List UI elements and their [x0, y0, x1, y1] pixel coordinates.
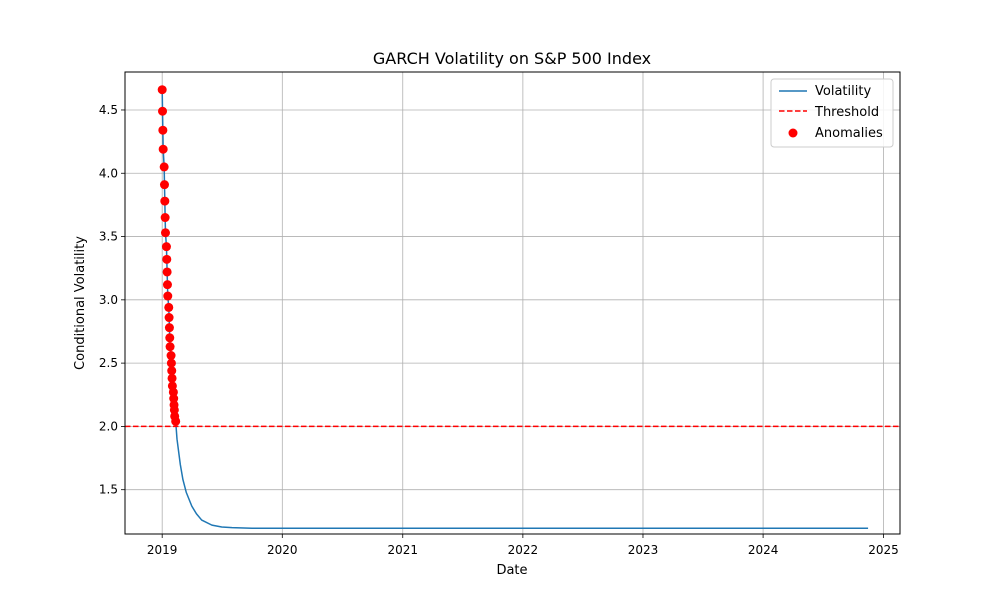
anomaly-point — [164, 302, 174, 312]
y-axis-label: Conditional Volatility — [73, 236, 88, 370]
y-tick-label: 4.5 — [99, 103, 118, 117]
legend-box — [770, 78, 894, 148]
y-tick-label: 1.5 — [99, 483, 118, 497]
anomaly-point — [157, 85, 167, 95]
anomaly-point — [166, 351, 176, 361]
anomaly-point — [168, 387, 178, 397]
legend-anomalies-swatch — [788, 128, 798, 138]
x-tick-label: 2022 — [508, 543, 539, 557]
anomaly-point — [162, 280, 172, 290]
y-tick-label: 4.0 — [99, 166, 118, 180]
x-tick-label: 2020 — [267, 543, 298, 557]
anomaly-point — [158, 106, 168, 116]
anomaly-point — [164, 313, 174, 323]
anomaly-point — [160, 228, 170, 238]
anomaly-point — [167, 373, 177, 383]
anomaly-point — [171, 416, 181, 426]
legend: Volatility Threshold Anomalies — [770, 78, 894, 148]
y-tick-label: 3.0 — [99, 293, 118, 307]
anomaly-point — [159, 162, 169, 172]
x-axis-label: Date — [496, 563, 527, 578]
anomaly-point — [167, 366, 177, 376]
x-tick-label: 2025 — [868, 543, 899, 557]
anomaly-point — [161, 242, 171, 252]
y-axis-ticks: 1.5 2.0 2.5 3.0 3.5 4.0 4.5 — [99, 103, 125, 497]
anomaly-point — [165, 333, 175, 343]
anomaly-point — [169, 405, 179, 415]
x-tick-label: 2019 — [147, 543, 178, 557]
anomaly-point — [158, 144, 168, 154]
anomaly-point — [164, 323, 174, 333]
anomaly-point — [165, 342, 175, 352]
legend-volatility-label: Volatility — [815, 84, 871, 99]
anomaly-point — [169, 394, 179, 404]
anomaly-point — [158, 125, 168, 135]
x-tick-label: 2023 — [628, 543, 659, 557]
anomaly-point — [166, 358, 176, 368]
x-axis-ticks: 2019 2020 2021 2022 2023 2024 2025 — [147, 534, 899, 557]
legend-anomalies-label: Anomalies — [815, 126, 883, 141]
x-tick-label: 2021 — [387, 543, 418, 557]
plot-area — [125, 85, 900, 530]
anomaly-point — [160, 196, 170, 206]
anomaly-point — [160, 213, 170, 223]
axes-frame — [124, 71, 901, 535]
y-tick-label: 3.5 — [99, 230, 118, 244]
y-tick-label: 2.0 — [99, 419, 118, 433]
y-tick-label: 2.5 — [99, 356, 118, 370]
chart-title: GARCH Volatility on S&P 500 Index — [373, 49, 651, 68]
legend-threshold-label: Threshold — [814, 105, 879, 120]
anomaly-point — [159, 180, 169, 190]
anomaly-point — [162, 254, 172, 264]
anomaly-point — [162, 267, 172, 277]
x-tick-label: 2024 — [748, 543, 779, 557]
anomaly-point — [163, 291, 173, 301]
